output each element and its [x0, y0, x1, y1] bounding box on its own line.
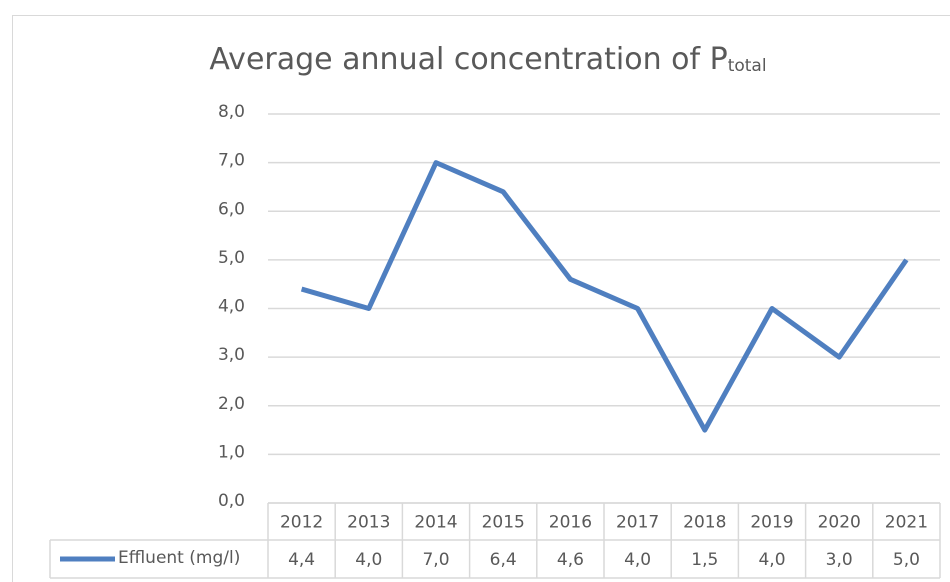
y-tick-label: 3,0 [218, 345, 245, 365]
data-table-value: 4,4 [288, 550, 315, 570]
y-tick-label: 4,0 [218, 297, 245, 317]
y-tick-label: 1,0 [218, 442, 245, 462]
y-tick-label: 7,0 [218, 151, 245, 171]
x-tick-label: 2017 [616, 513, 659, 533]
data-table-value: 7,0 [422, 550, 449, 570]
chart-frame [12, 15, 950, 582]
title-main: Average annual concentration of P [209, 42, 727, 77]
data-table-value: 6,4 [490, 550, 517, 570]
x-tick-label: 2015 [482, 513, 525, 533]
y-tick-label: 2,0 [218, 394, 245, 414]
legend-label: Effluent (mg/l) [118, 548, 240, 568]
x-tick-label: 2016 [549, 513, 592, 533]
y-tick-label: 6,0 [218, 199, 245, 219]
y-tick-label: 0,0 [218, 491, 245, 511]
data-table-value: 1,5 [691, 550, 718, 570]
x-tick-label: 2018 [683, 513, 726, 533]
data-table-value: 3,0 [826, 550, 853, 570]
x-tick-label: 2021 [885, 513, 928, 533]
x-tick-label: 2012 [280, 513, 323, 533]
data-table-value: 4,6 [557, 550, 584, 570]
x-tick-label: 2013 [347, 513, 390, 533]
data-table-value: 4,0 [624, 550, 651, 570]
x-tick-label: 2019 [750, 513, 793, 533]
x-tick-label: 2014 [414, 513, 457, 533]
y-tick-label: 8,0 [218, 102, 245, 122]
title-subscript: total [728, 56, 767, 76]
series-line [300, 160, 909, 433]
data-table-value: 5,0 [893, 550, 920, 570]
data-table-value: 4,0 [758, 550, 785, 570]
chart-title: Average annual concentration of Ptotal [209, 42, 766, 77]
data-table-value: 4,0 [355, 550, 382, 570]
y-tick-label: 5,0 [218, 248, 245, 268]
x-tick-label: 2020 [818, 513, 861, 533]
